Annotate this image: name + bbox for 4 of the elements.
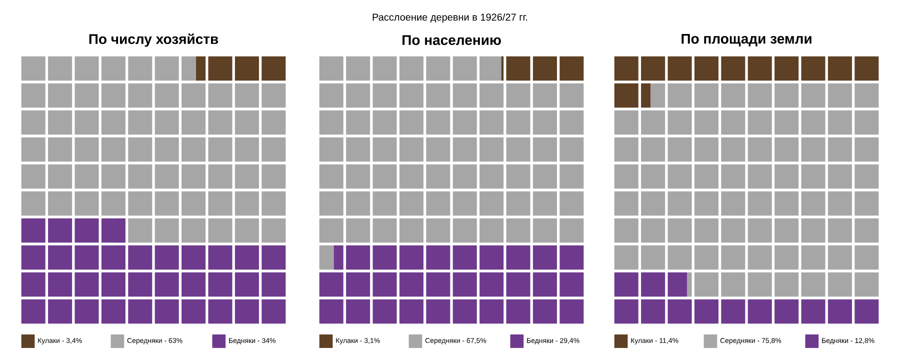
text: По населению: [402, 35, 501, 46]
text: Расслоение деревни в 1926/27 гг.: [372, 13, 528, 23]
text: По площади земли: [682, 34, 812, 46]
text: По числу хозяйств: [89, 33, 218, 47]
